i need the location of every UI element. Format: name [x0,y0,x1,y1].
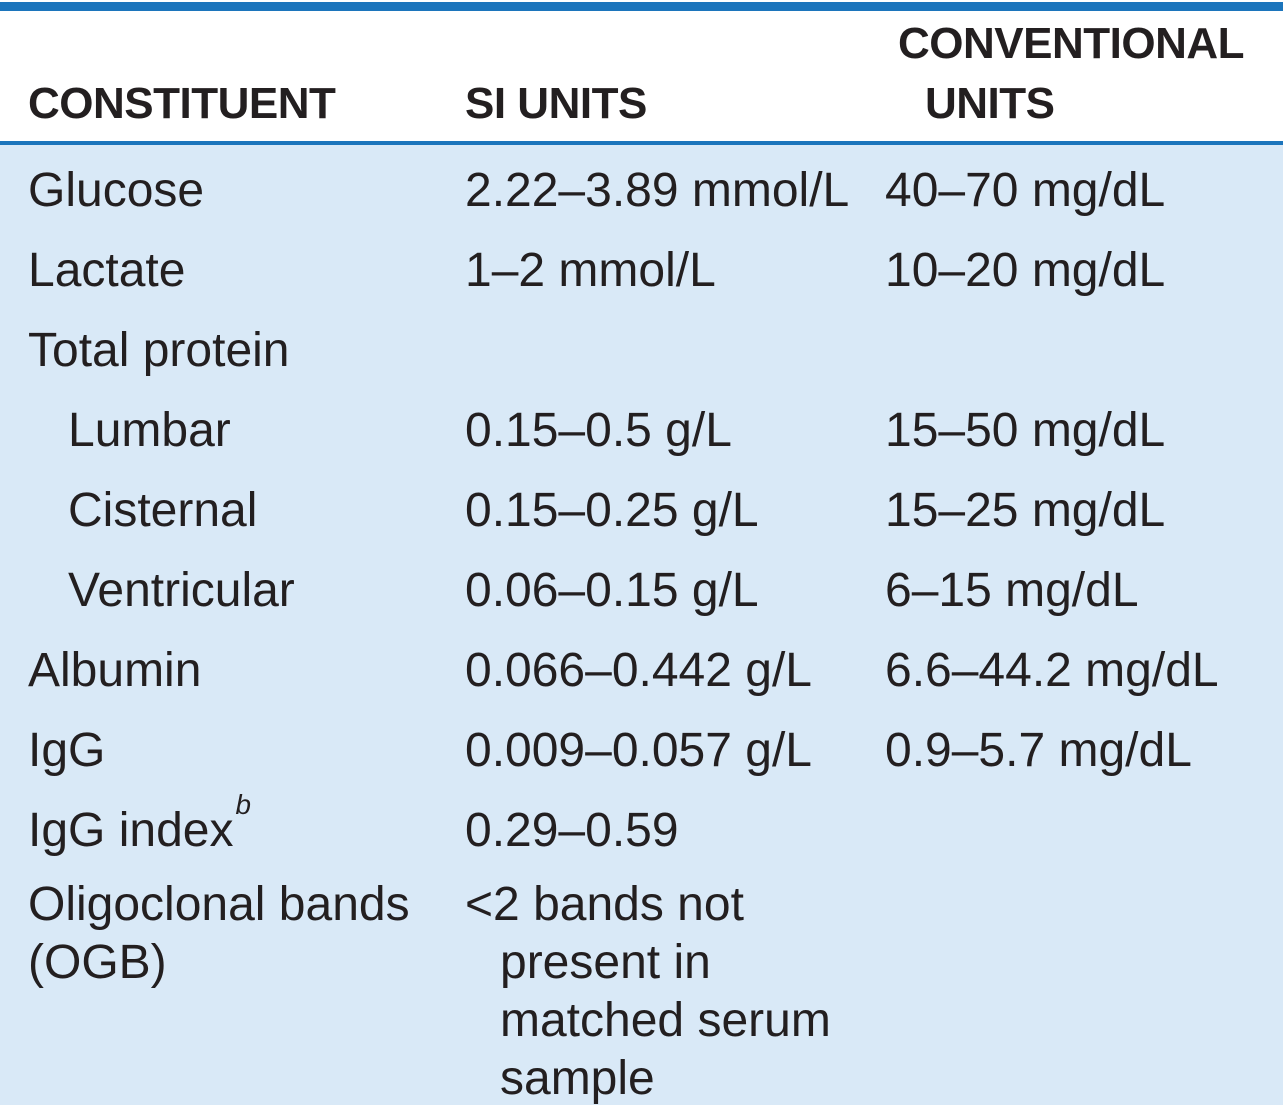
cell-constituent: Total protein [28,324,290,378]
cell-conventional-units: 10–20 mg/dL [885,244,1166,298]
cell-si-units: 0.15–0.5 g/L [465,404,732,458]
cell-constituent: Glucose [28,164,205,218]
cell-constituent: Oligoclonal bands (OGB) [28,878,410,989]
table-row: IgG indexb 0.29–0.59 [0,788,1283,871]
cell-conventional-units: 15–50 mg/dL [885,404,1166,458]
header-rule [0,141,1283,145]
column-header-conventional-units: CONVENTIONAL UNITS [898,14,1245,134]
footnote-marker: b [235,788,251,820]
cell-constituent: Albumin [28,644,202,698]
column-header-constituent: CONSTITUENT [28,79,336,128]
cell-conventional-units: 0.9–5.7 mg/dL [885,724,1192,778]
cell-si-units: 1–2 mmol/L [465,244,716,298]
table-header: CONSTITUENT SI UNITS CONVENTIONAL UNITS [0,11,1283,141]
table-body: Glucose 2.22–3.89 mmol/L 40–70 mg/dL Lactat… [0,145,1283,1105]
cell-si-units: 0.066–0.442 g/L [465,644,812,698]
table-row: Albumin 0.066–0.442 g/L 6.6–44.2 mg/dL [0,631,1283,711]
cell-si-units: 0.06–0.15 g/L [465,564,759,618]
conventional-units-line2: UNITS [925,79,1055,128]
cell-constituent: IgG [28,724,106,778]
cell-si-units: 0.15–0.25 g/L [465,484,759,538]
cell-si-units: 0.29–0.59 [465,804,679,858]
column-header-si-units: SI UNITS [465,79,647,128]
table-row: Lumbar 0.15–0.5 g/L 15–50 mg/dL [0,391,1283,471]
cell-constituent: Cisternal [68,484,258,538]
cell-conventional-units: 40–70 mg/dL [885,164,1166,218]
cell-conventional-units: 6.6–44.2 mg/dL [885,644,1219,698]
table-row: Ventricular 0.06–0.15 g/L 6–15 mg/dL [0,551,1283,631]
cell-constituent: Ventricular [68,564,295,618]
table-row: Cisternal 0.15–0.25 g/L 15–25 mg/dL [0,471,1283,551]
table-row: IgG 0.009–0.057 g/L 0.9–5.7 mg/dL [0,711,1283,791]
cell-constituent: Lactate [28,244,186,298]
cell-conventional-units: 15–25 mg/dL [885,484,1166,538]
conventional-units-line1: CONVENTIONAL [898,19,1245,68]
cell-conventional-units [885,871,1283,876]
cell-conventional-units: 6–15 mg/dL [885,564,1139,618]
cell-si-units: 0.009–0.057 g/L [465,724,812,778]
cell-constituent: IgG indexb [28,788,251,858]
cell-si-units: 2.22–3.89 mmol/L [465,164,850,218]
table-row: Total protein [0,311,1283,391]
cell-si-units: <2 bands not present in matched serum sampl… [465,878,831,1105]
table-row: Lactate 1–2 mmol/L 10–20 mg/dL [0,231,1283,311]
table-row: Glucose 2.22–3.89 mmol/L 40–70 mg/dL [0,151,1283,231]
cell-constituent: Lumbar [68,404,231,458]
table-top-border [0,2,1283,11]
table-row: Oligoclonal bands (OGB) <2 bands not presen… [0,871,1283,1105]
